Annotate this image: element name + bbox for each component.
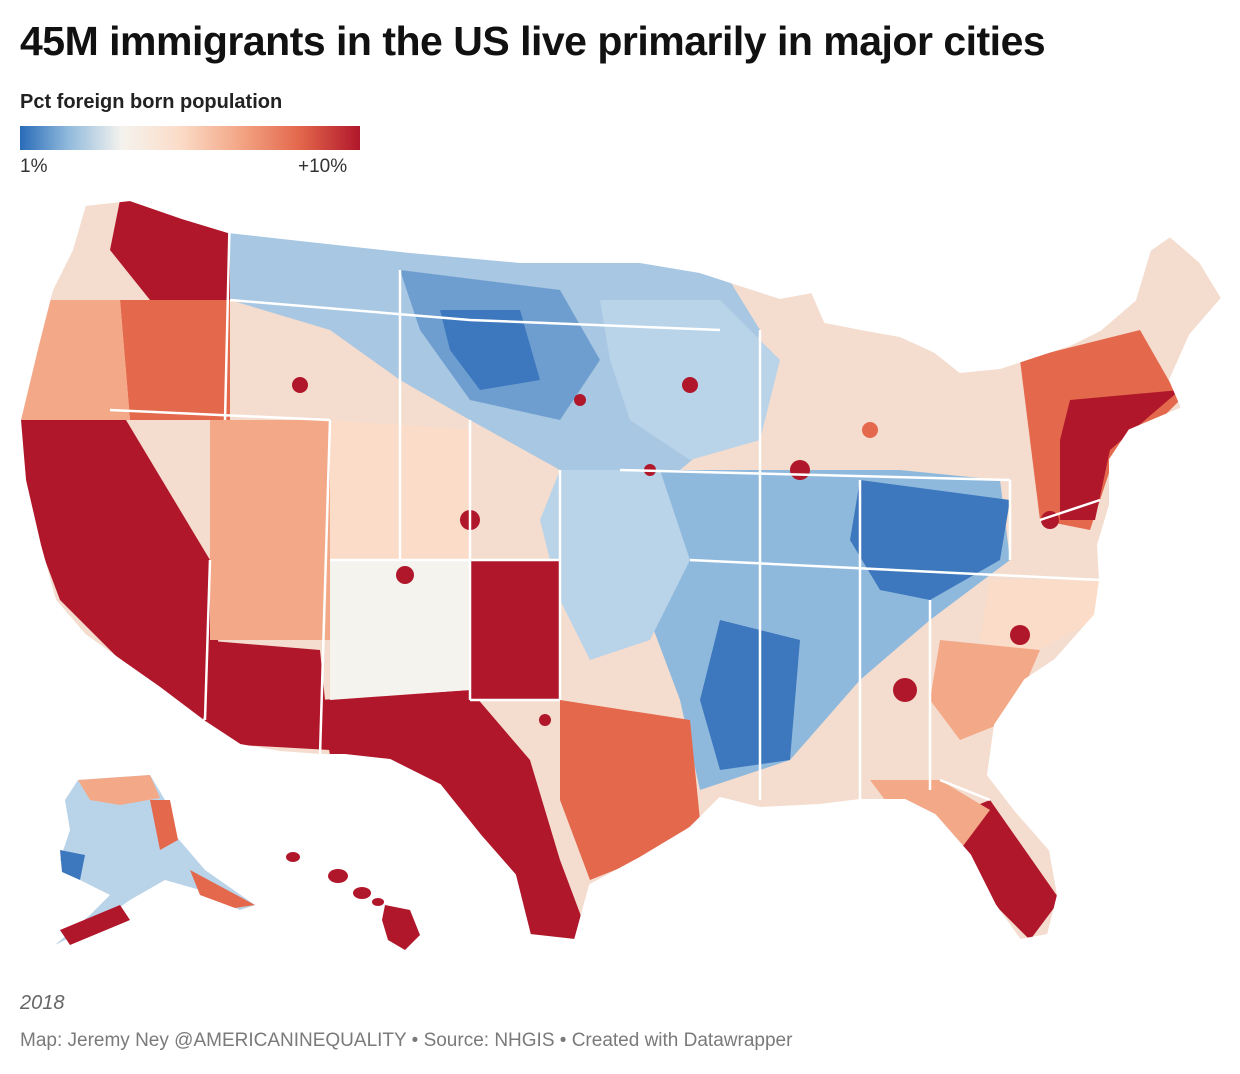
- legend-title: Pct foreign born population: [20, 91, 283, 113]
- legend-gradient-bar: [20, 126, 360, 150]
- conus-outline: [18, 198, 1224, 942]
- us-county-choropleth-map: [18, 198, 1224, 950]
- year-note: 2018: [20, 992, 65, 1014]
- alaska-counties: [55, 775, 255, 945]
- legend-min-label: 1%: [20, 156, 48, 177]
- chart-title: 45M immigrants in the US live primarily …: [20, 18, 1046, 64]
- source-footer: Map: Jeremy Ney @AMERICANINEQUALITY • So…: [20, 1030, 793, 1051]
- state-borders: [109, 204, 1132, 802]
- legend-max-label: +10%: [298, 156, 348, 177]
- hawaii-counties: [286, 852, 420, 950]
